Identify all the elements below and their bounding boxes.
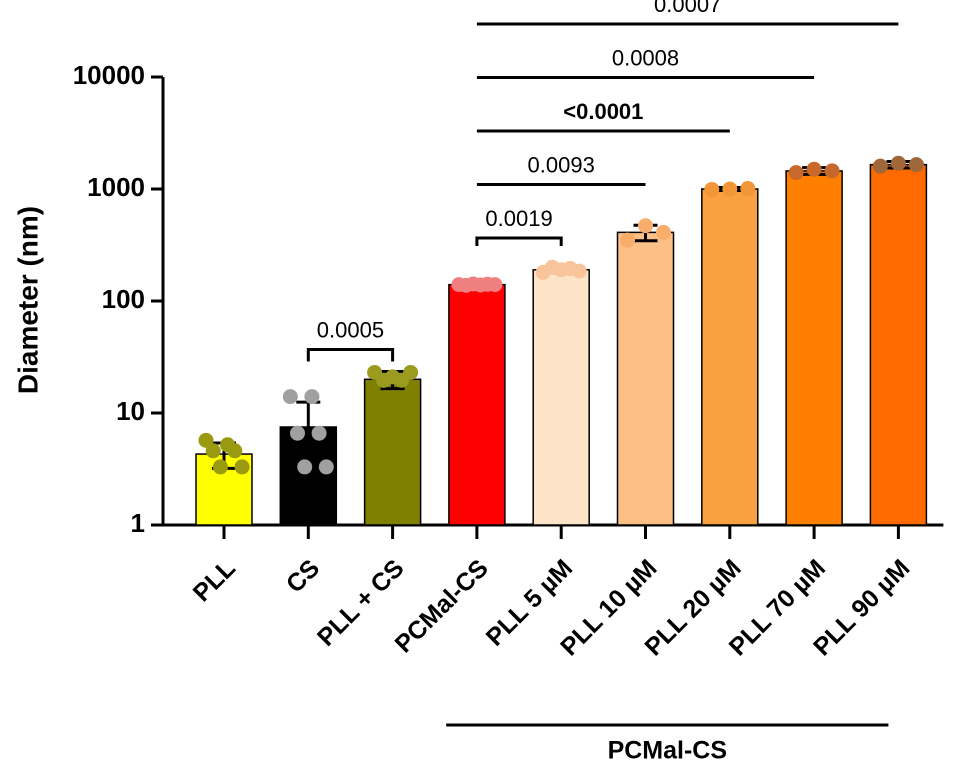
data-point xyxy=(890,155,906,171)
data-point xyxy=(318,459,334,475)
data-point xyxy=(872,158,888,174)
data-point xyxy=(234,459,250,475)
bar xyxy=(363,378,422,526)
y-axis-label: Diameter (nm) xyxy=(12,206,43,394)
bar xyxy=(448,283,506,526)
data-point xyxy=(403,364,419,380)
p-value-label: 0.0019 xyxy=(485,206,552,231)
data-point xyxy=(638,218,653,234)
bracket xyxy=(306,347,395,362)
data-point xyxy=(571,263,587,279)
data-point xyxy=(311,425,327,441)
data-point xyxy=(212,459,228,475)
y-tick-label: 10 xyxy=(116,396,145,426)
data-point xyxy=(487,277,503,293)
p-value-label: 0.0093 xyxy=(528,152,595,177)
data-point xyxy=(788,165,804,181)
data-point xyxy=(824,163,840,179)
data-point xyxy=(806,161,822,177)
y-tick-label: 10000 xyxy=(73,60,145,90)
data-point xyxy=(198,432,214,448)
data-point xyxy=(704,181,720,197)
p-value-label: 0.0007 xyxy=(654,0,721,17)
data-point xyxy=(908,157,924,173)
p-value-label: <0.0001 xyxy=(563,99,643,124)
group-label: PCMal-CS xyxy=(608,737,727,765)
data-point xyxy=(722,181,738,197)
y-tick-label: 1000 xyxy=(87,172,145,202)
data-point xyxy=(304,389,320,405)
data-point xyxy=(227,443,243,459)
data-point xyxy=(740,181,756,197)
bar xyxy=(616,231,675,526)
data-point xyxy=(282,389,298,405)
p-value-label: 0.0008 xyxy=(612,45,679,70)
y-tick-label: 1 xyxy=(131,508,145,538)
bracket xyxy=(475,236,563,246)
y-tick-label: 100 xyxy=(102,284,145,314)
bar xyxy=(869,163,928,526)
data-point xyxy=(297,459,313,475)
x-tick-label: CS xyxy=(281,554,325,598)
data-point xyxy=(205,443,221,459)
p-value-label: 0.0005 xyxy=(317,317,384,342)
bar xyxy=(532,269,590,526)
bar xyxy=(785,170,843,526)
data-point xyxy=(620,232,635,248)
bar xyxy=(701,188,759,526)
data-point xyxy=(656,224,671,240)
x-tick-label: PLL xyxy=(188,554,241,607)
data-point xyxy=(290,425,305,441)
